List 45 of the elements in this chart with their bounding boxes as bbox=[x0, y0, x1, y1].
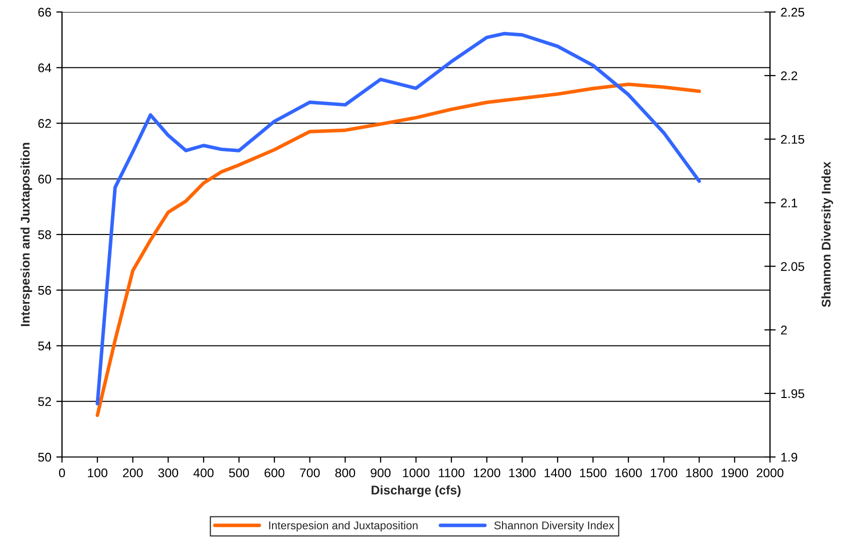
y2-tick-label: 1.95 bbox=[781, 389, 804, 398]
x-tick-label: 1900 bbox=[722, 468, 748, 478]
x-tick-label: 100 bbox=[88, 468, 108, 478]
x-tick-label: 0 bbox=[59, 468, 65, 478]
x-axis-title: Discharge (cfs) bbox=[372, 485, 461, 498]
line-series bbox=[96, 32, 701, 406]
legend-label: Interspesion and Juxtaposition bbox=[269, 521, 418, 532]
y2-axis-title: Shannon Diversity Index bbox=[821, 162, 834, 308]
y-tick-label: 58 bbox=[38, 230, 52, 240]
y-tick-label: 64 bbox=[38, 63, 52, 72]
x-tick-label: 1200 bbox=[474, 468, 500, 478]
y2-tick-label: 2.15 bbox=[781, 134, 804, 144]
x-tick-label: 1300 bbox=[509, 468, 536, 478]
x-tick-label: 1500 bbox=[580, 468, 606, 478]
legend-label: Shannon Diversity Index bbox=[494, 521, 614, 532]
line-series bbox=[96, 82, 701, 418]
x-tick-label: 300 bbox=[158, 468, 178, 478]
x-tick-label: 700 bbox=[300, 468, 320, 478]
x-tick-label: 600 bbox=[264, 468, 284, 478]
y2-tick-label: 1.9 bbox=[781, 452, 798, 462]
y-tick-label: 52 bbox=[38, 397, 51, 406]
y2-tick-label: 2.05 bbox=[781, 262, 804, 271]
x-tick-label: 200 bbox=[123, 468, 143, 478]
x-tick-label: 900 bbox=[370, 468, 391, 478]
y2-tick-label: 2.2 bbox=[781, 71, 798, 80]
x-tick-label: 1800 bbox=[686, 468, 713, 478]
y-tick-label: 56 bbox=[38, 286, 52, 295]
y-tick-label: 50 bbox=[38, 452, 52, 462]
x-tick-label: 500 bbox=[229, 468, 249, 478]
x-tick-label: 1100 bbox=[438, 468, 464, 478]
x-tick-label: 800 bbox=[335, 468, 356, 478]
y2-tick-label: 2.25 bbox=[781, 8, 804, 17]
y-axis-title: Interspesion and Juxtaposition bbox=[20, 142, 32, 326]
x-tick-label: 400 bbox=[193, 468, 214, 478]
y2-tick-label: 2.1 bbox=[781, 198, 798, 208]
x-tick-label: 1400 bbox=[544, 468, 572, 478]
y-tick-label: 66 bbox=[38, 8, 52, 17]
y2-tick-label: 2 bbox=[781, 326, 787, 334]
x-tick-label: 1000 bbox=[403, 468, 430, 478]
y-tick-label: 62 bbox=[38, 119, 51, 128]
x-tick-label: 1600 bbox=[615, 468, 642, 478]
y-tick-label: 60 bbox=[38, 174, 52, 184]
x-tick-label: 1700 bbox=[650, 468, 678, 478]
y-tick-label: 54 bbox=[38, 342, 52, 350]
x-tick-label: 2000 bbox=[756, 468, 784, 478]
